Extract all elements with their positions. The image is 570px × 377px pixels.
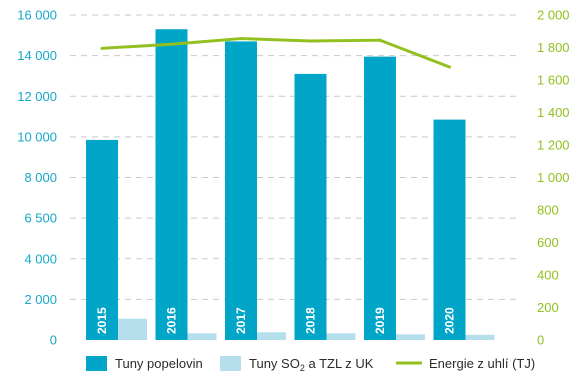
- left-tick-label: 0: [50, 333, 57, 348]
- category-label: 2020: [443, 307, 457, 334]
- left-tick-label: 14 000: [17, 48, 57, 63]
- bar-tuny-popelovin: [155, 29, 188, 340]
- energy-line: [100, 37, 451, 69]
- left-tick-label: 4 000: [24, 251, 57, 266]
- year-labels: 2015 2016 2017 2018 2019 2020: [95, 307, 457, 334]
- left-axis: 0 2 000 4 000 6 500 8 000 10 000 12 000 14 000 1…: [17, 8, 57, 348]
- right-tick-label: 1 400: [537, 105, 570, 120]
- legend: Tuny popelovin Tuny SO2 a TZL z UK Energie…: [86, 356, 535, 373]
- bar-tuny-popelovin: [294, 73, 327, 340]
- bar-tuny-so2-tzl: [257, 332, 286, 340]
- right-axis: 0 200 400 600 800 1 000 1 200 1 400 1 600 1 800 2 …: [537, 8, 570, 348]
- bar-tuny-so2-tzl: [396, 334, 425, 340]
- line-point: [378, 38, 382, 42]
- bar-tuny-so2-tzl: [326, 333, 356, 340]
- legend-label: Tuny popelovin: [115, 356, 203, 371]
- bar-tuny-popelovin: [364, 56, 396, 340]
- right-tick-label: 1 000: [537, 170, 570, 185]
- line-point: [239, 37, 243, 41]
- bar-tuny-so2-tzl: [187, 333, 217, 340]
- category-label: 2019: [373, 307, 387, 334]
- line-point: [309, 39, 312, 43]
- right-tick-label: 1 200: [537, 138, 570, 153]
- left-tick-label: 8 000: [24, 170, 57, 185]
- left-tick-label: 6 500: [24, 211, 57, 226]
- right-tick-label: 0: [537, 333, 544, 348]
- bar-tuny-popelovin: [225, 41, 257, 340]
- line-point: [170, 42, 173, 46]
- left-tick-label: 10 000: [17, 129, 57, 144]
- legend-label: Tuny SO2 a TZL z UK: [249, 356, 374, 373]
- bar-tuny-popelovin: [86, 139, 118, 340]
- right-tick-label: 600: [537, 235, 559, 250]
- line-energie-z-uhli: [101, 37, 451, 69]
- right-tick-label: 400: [537, 268, 559, 283]
- category-label: 2016: [165, 307, 179, 334]
- legend-swatch: [220, 356, 241, 371]
- legend-swatch: [86, 356, 107, 371]
- bars: [86, 29, 495, 340]
- bar-tuny-popelovin: [433, 119, 466, 340]
- bar-tuny-so2-tzl: [465, 334, 495, 340]
- category-label: 2017: [234, 307, 248, 334]
- right-tick-label: 200: [537, 300, 559, 315]
- category-label: 2018: [304, 307, 318, 334]
- category-label: 2015: [95, 307, 109, 334]
- line-point: [448, 65, 451, 69]
- left-tick-label: 12 000: [17, 89, 57, 104]
- right-tick-label: 1 600: [537, 73, 570, 88]
- bar-tuny-so2-tzl: [118, 318, 147, 340]
- legend-label: Energie z uhlí (TJ): [429, 356, 535, 371]
- line-point: [100, 46, 104, 50]
- left-tick-label: 2 000: [24, 292, 57, 307]
- right-tick-label: 2 000: [537, 8, 570, 23]
- right-tick-label: 1 800: [537, 40, 570, 55]
- left-tick-label: 16 000: [17, 8, 57, 23]
- right-tick-label: 800: [537, 203, 559, 218]
